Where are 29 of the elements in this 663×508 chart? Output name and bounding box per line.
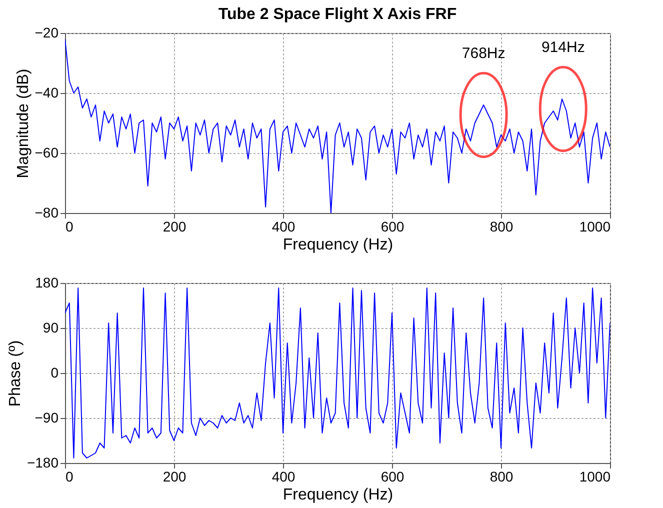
x-tick-label: 600: [380, 218, 404, 234]
y-tick-label: 0: [50, 364, 59, 380]
x-axis-title: Frequency (Hz): [282, 236, 394, 254]
y-tick-label: −180: [26, 454, 59, 470]
x-tick-label: 1000: [579, 218, 611, 234]
y-tick-label: −80: [34, 204, 59, 220]
x-tick-label: 800: [490, 218, 514, 234]
x-tick-label: 200: [162, 468, 186, 484]
y-axis-title: Magnitude (dB): [14, 68, 32, 178]
y-axis-title: Phase (º): [6, 340, 24, 407]
y-tick-label: −60: [34, 144, 59, 160]
annotation: 768Hz: [462, 45, 506, 62]
x-tick-label: 600: [380, 468, 404, 484]
chart-title: Tube 2 Space Flight X Axis FRF: [218, 6, 457, 23]
x-tick-label: 800: [490, 468, 514, 484]
annotation: 914Hz: [541, 39, 585, 56]
y-tick-label: −90: [34, 410, 59, 426]
y-tick-label: −40: [34, 84, 59, 100]
x-axis-title: Frequency (Hz): [282, 486, 394, 504]
x-tick-label: 0: [66, 218, 74, 234]
x-tick-label: 400: [272, 218, 296, 234]
y-tick-label: −20: [34, 24, 59, 40]
x-tick-label: 400: [272, 468, 296, 484]
line-series: [65, 288, 610, 458]
x-tick-label: 1000: [579, 468, 611, 484]
x-tick-label: 0: [66, 468, 74, 484]
y-tick-label: 180: [35, 274, 59, 290]
x-tick-label: 200: [162, 218, 186, 234]
y-tick-label: 90: [42, 320, 59, 336]
